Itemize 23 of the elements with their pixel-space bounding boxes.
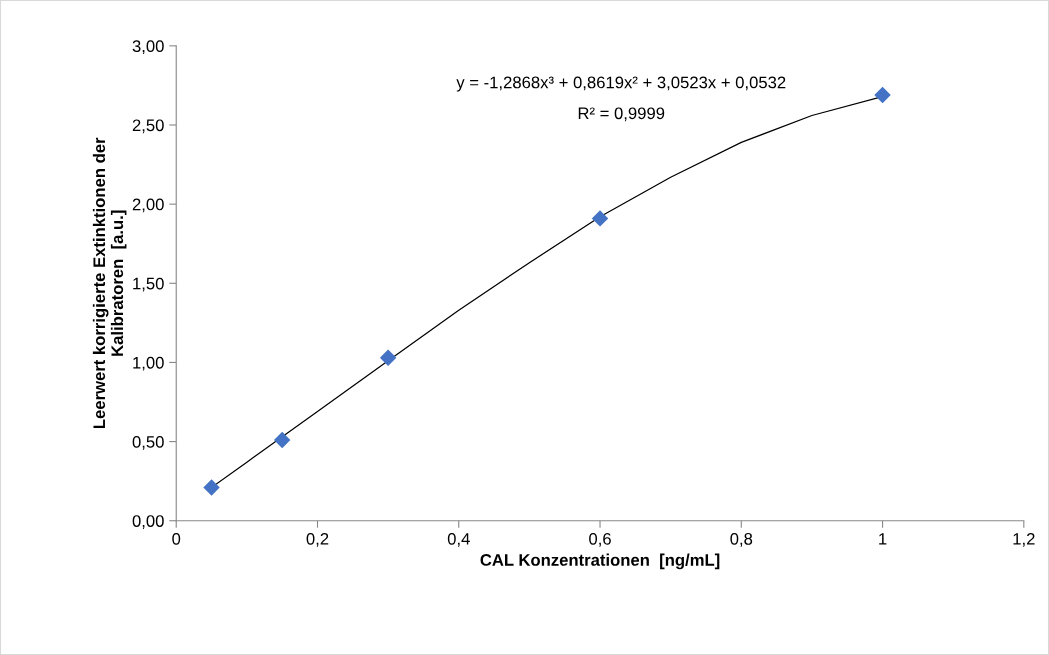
y-tick-label: 2,00 — [132, 198, 164, 213]
y-tick-label: 0,00 — [132, 515, 164, 529]
x-tick-label: 1 — [879, 533, 887, 545]
y-tick-label: 1,50 — [133, 277, 164, 292]
x-axis-title: CAL Konzentrationen [ng/mL] — [480, 553, 720, 570]
point — [591, 210, 609, 227]
y-tick-label: 1,00 — [133, 356, 164, 371]
x-tick-label: 0,4 — [447, 532, 470, 547]
annotation: y = -1,2868x³ + 0,8619x² + 3,0523x + 0,0532 — [456, 76, 786, 92]
y-tick-label: 0,50 — [132, 435, 164, 450]
y-axis-title: Leerwert korrigierte Extinktionen der Kalibratoren [a.u.] — [92, 137, 127, 429]
y-tick-label: 2,50 — [132, 119, 164, 134]
point — [273, 431, 291, 449]
x-tick-label: 1,2 — [1013, 532, 1035, 547]
x-tick-label: 0 — [172, 532, 181, 545]
point — [379, 349, 397, 366]
point — [874, 86, 891, 104]
point — [203, 479, 220, 496]
x-tick-label: 0,8 — [730, 532, 753, 547]
x-tick-label: 0,6 — [589, 532, 611, 547]
y-tick-label: 3,00 — [132, 40, 164, 55]
annotation: R² = 0,9999 — [578, 107, 665, 122]
x-tick-label: 0,2 — [306, 532, 329, 547]
